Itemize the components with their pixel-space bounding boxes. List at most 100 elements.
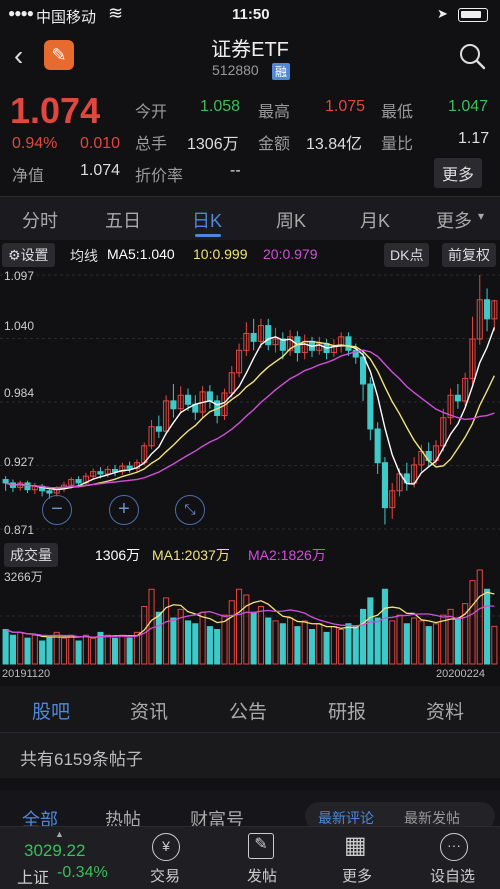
volume-bar [294,626,301,665]
volume-bar [411,617,418,665]
volume-bar [374,617,381,665]
settings-label: 设置 [20,247,49,263]
volume-value: 1306万 [187,136,239,153]
back-icon[interactable]: ‹ [14,40,24,71]
filter-hot[interactable]: 热帖 [105,810,141,830]
pct-change: 0.94% [12,135,58,152]
volume-bar [163,597,170,665]
volume-indicator-button[interactable]: 成交量 [4,543,58,567]
ratio-label: 量比 [381,136,414,153]
period-tabs: 分时 五日 日K 周K 月K 更多 ▾ [0,196,500,240]
volume-today: 1306万 [95,547,141,563]
volume-bar [447,608,454,665]
candle-body [469,338,476,379]
tab-news[interactable]: 资讯 [130,702,169,723]
volume-bar [272,620,279,665]
index-value[interactable]: 3029.22 [24,841,86,860]
candlestick-svg [0,274,500,530]
tab-daily-k[interactable]: 日K [192,211,223,231]
candle-body [447,394,454,419]
candle-body [272,338,279,346]
volume-bar [462,603,469,665]
filter-fortune[interactable]: 财富号 [190,810,244,830]
candle-body [228,372,235,394]
nav-more-label[interactable]: 更多 [342,868,373,885]
nav-trade-label[interactable]: 交易 [150,868,181,885]
sort-latest-comment[interactable]: 最新评论 [318,810,374,826]
volume-bar [323,631,330,665]
ma20-value: 20:0.979 [263,246,318,262]
high-value: 1.075 [325,98,366,115]
volume-bar [360,608,367,665]
volume-bar [148,588,155,665]
volume-bar [199,611,206,665]
price-change: 0.010 [80,135,121,152]
candle-body [170,400,177,410]
volume-svg [0,569,500,665]
candle-body [221,392,228,416]
candle-body [126,465,133,469]
volume-max-label: 3266万 [4,570,43,584]
zoom-in-icon[interactable]: + [109,495,139,525]
tab-five-day[interactable]: 五日 [105,211,141,231]
index-name[interactable]: 上证 [17,870,50,887]
zoom-out-icon[interactable]: − [42,495,72,525]
tab-more[interactable]: 更多 [436,211,472,231]
volume-bar [119,634,126,665]
volume-ma2-line [5,605,495,638]
nav-post-label[interactable]: 发帖 [247,868,278,885]
open-label: 今开 [135,104,168,121]
tab-profile[interactable]: 资料 [426,702,465,723]
index-pct[interactable]: -0.34% [57,864,108,881]
tab-forum[interactable]: 股吧 [32,702,71,723]
candle-body [119,465,126,473]
settings-button[interactable]: ⚙设置 [2,243,55,267]
volume-label: 总手 [135,136,168,153]
sort-latest-post[interactable]: 最新发帖 [404,810,460,826]
volume-bar [265,617,272,665]
more-quote-button[interactable]: 更多 [434,158,483,188]
watchlist-icon[interactable]: ··· [440,833,468,861]
tab-intraday[interactable]: 分时 [22,211,58,231]
candle-body [2,479,9,484]
tab-research[interactable]: 研报 [328,702,367,723]
volume-bar [250,611,257,665]
tab-announcements[interactable]: 公告 [229,702,268,723]
trade-icon[interactable]: ¥ [152,833,180,861]
candle-body [206,391,213,402]
dk-point-button[interactable]: DK点 [384,243,430,267]
fullscreen-icon[interactable]: ⤡ [175,495,205,525]
search-icon[interactable] [458,42,486,70]
volume-bar [330,626,337,665]
candlestick-chart[interactable]: 1.097 1.040 0.984 0.927 0.871 − + ⤡ [0,267,500,542]
candle-body [462,377,469,402]
candle-body [148,426,155,447]
candle-body [75,479,82,484]
candle-body [257,325,264,342]
adjust-button[interactable]: 前复权 [442,243,496,267]
grid-icon[interactable]: ▦ [344,832,367,859]
volume-bar [170,617,177,665]
nav-bar: ‹ ✎ 证券ETF 512880 融 [0,30,500,88]
volume-bar [396,614,403,665]
tab-monthly-k[interactable]: 月K [360,211,391,231]
gear-icon: ⚙ [8,247,21,263]
volume-chart[interactable]: 3266万 [0,566,500,666]
volume-bar [352,626,359,665]
nav-add-watchlist-label[interactable]: 设自选 [430,868,476,885]
filter-all[interactable]: 全部 [22,810,58,830]
volume-bar [133,631,140,665]
volume-bar [60,637,68,665]
compose-icon[interactable]: ✎ [248,833,274,859]
volume-bar [97,631,104,665]
tab-weekly-k[interactable]: 周K [276,211,307,231]
page-title: 证券ETF [211,39,289,61]
app-logo[interactable]: ✎ [44,40,74,70]
active-tab-indicator [195,234,221,237]
candle-body [104,468,111,475]
open-value: 1.058 [200,98,241,115]
candle-body [112,468,119,473]
volume-bar [425,626,432,665]
volume-bar [287,617,294,665]
volume-bar [9,634,16,665]
